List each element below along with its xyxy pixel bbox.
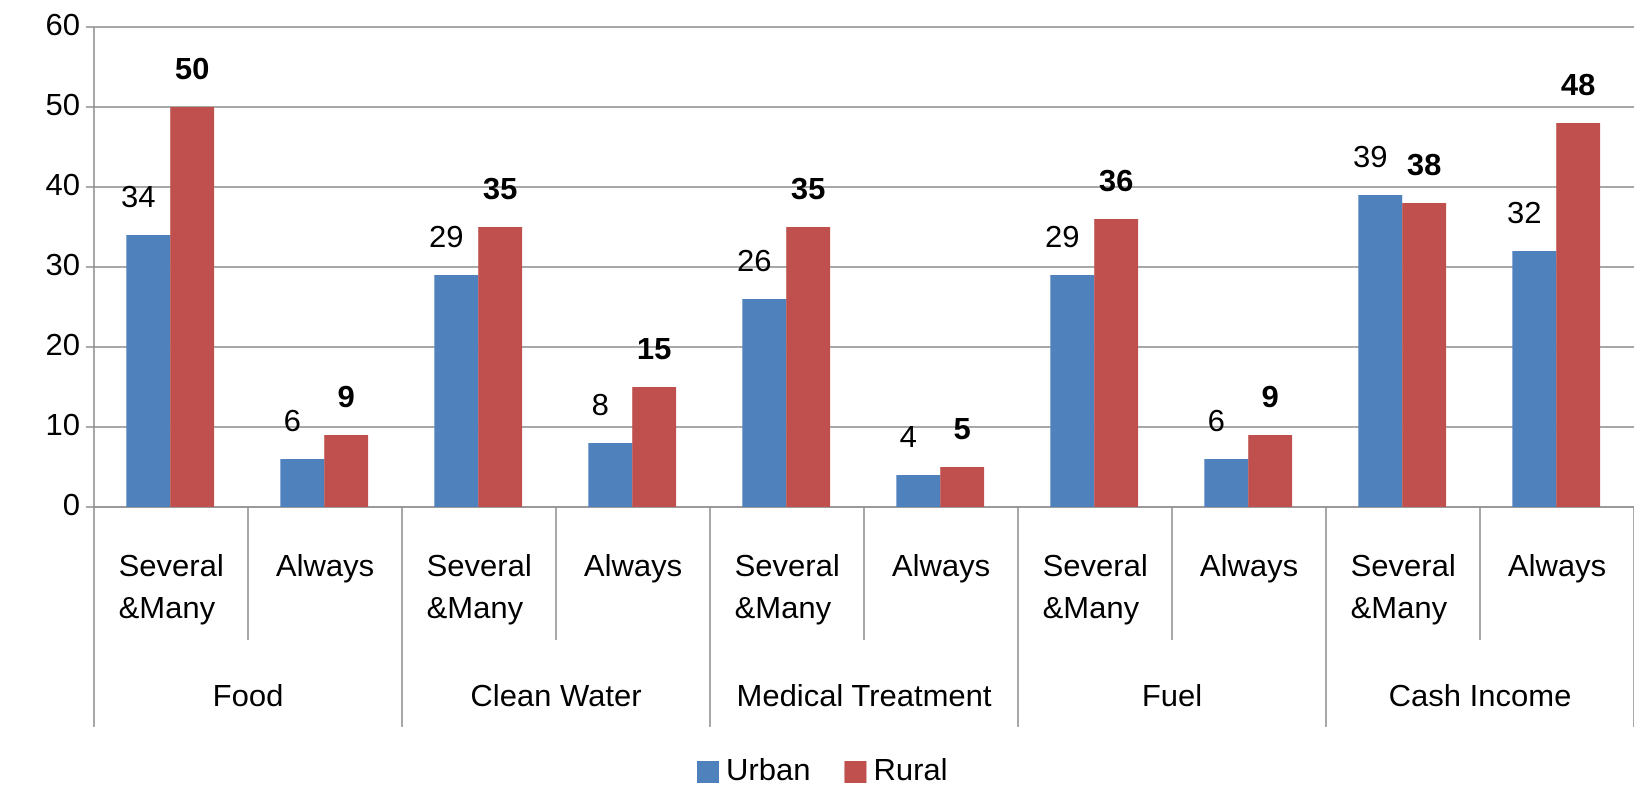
data-label: 29 (429, 219, 463, 254)
bar (324, 435, 369, 507)
data-label: 8 (592, 387, 609, 422)
group-label: Medical Treatment (737, 678, 992, 713)
data-label: 39 (1353, 139, 1387, 174)
x-tick-label: Always (1508, 548, 1606, 583)
x-tick-label: Always (276, 548, 374, 583)
x-tick-label: Several &Many (1043, 548, 1148, 625)
bar (588, 443, 633, 507)
group-label: Fuel (1142, 678, 1202, 713)
bar (170, 107, 215, 507)
bar (1204, 459, 1249, 507)
y-tick-label: 60 (46, 7, 80, 42)
group-label: Clean Water (470, 678, 641, 713)
x-tick-label: Always (1200, 548, 1298, 583)
bar (478, 227, 523, 507)
data-label: 6 (1208, 403, 1225, 438)
data-label: 4 (900, 419, 917, 454)
data-label: 26 (737, 243, 771, 278)
bar (742, 299, 787, 507)
legend-swatch (844, 761, 867, 783)
legend-swatch (697, 761, 719, 783)
group-label: Cash Income (1389, 678, 1572, 713)
y-tick-label: 0 (63, 487, 80, 522)
bar (786, 227, 831, 507)
y-tick-label: 20 (46, 327, 80, 362)
data-label: 29 (1045, 219, 1079, 254)
bar (1094, 219, 1139, 507)
data-label: 9 (1262, 379, 1279, 414)
data-label: 36 (1099, 163, 1133, 198)
x-tick-label: Several &Many (1351, 548, 1456, 625)
bar (1248, 435, 1293, 507)
bar (1050, 275, 1095, 507)
data-label: 5 (954, 411, 971, 446)
y-tick-label: 30 (46, 247, 80, 282)
data-label: 35 (791, 171, 825, 206)
data-label: 35 (483, 171, 517, 206)
x-tick-label: Always (892, 548, 990, 583)
group-label: Food (213, 678, 284, 713)
bar (126, 235, 171, 507)
bar (896, 475, 941, 507)
bar (1556, 123, 1601, 507)
y-tick-label: 40 (46, 167, 80, 202)
y-tick-label: 10 (46, 407, 80, 442)
x-tick-label: Always (584, 548, 682, 583)
y-tick-label: 50 (46, 87, 80, 122)
legend-label: Rural (873, 752, 947, 787)
bar (280, 459, 325, 507)
legend-label: Urban (726, 752, 810, 787)
data-label: 48 (1561, 67, 1595, 102)
x-tick-label: Several &Many (119, 548, 224, 625)
data-label: 50 (175, 51, 209, 86)
data-label: 32 (1507, 195, 1541, 230)
data-label: 15 (637, 331, 671, 366)
data-label: 6 (284, 403, 301, 438)
bar (1358, 195, 1403, 507)
bar (1512, 251, 1557, 507)
bar (940, 467, 985, 507)
data-label: 38 (1407, 147, 1441, 182)
bar (1402, 203, 1447, 507)
x-tick-label: Several &Many (427, 548, 532, 625)
data-label: 9 (338, 379, 355, 414)
bar (632, 387, 677, 507)
x-tick-label: Several &Many (735, 548, 840, 625)
bar (434, 275, 479, 507)
data-label: 34 (121, 179, 155, 214)
